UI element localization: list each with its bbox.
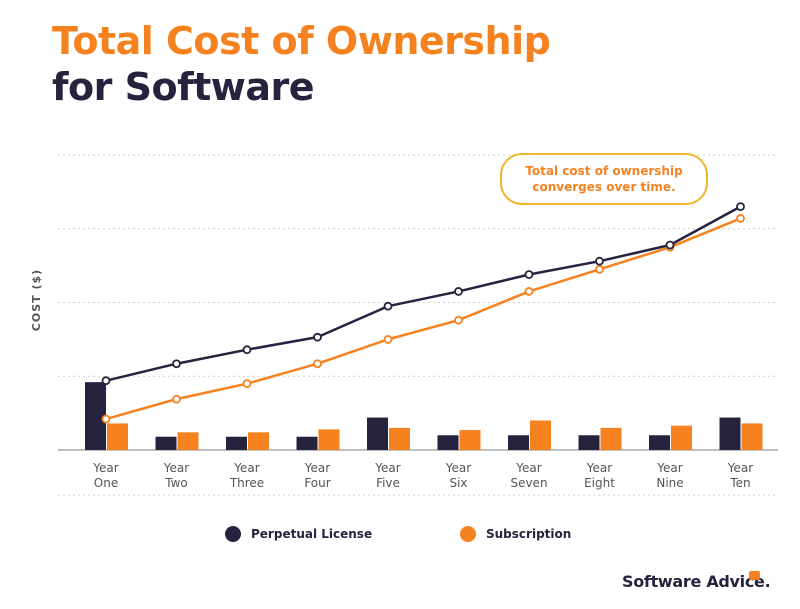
- x-tick-label-line: One: [94, 476, 118, 490]
- line-group: [101, 202, 745, 424]
- point-perpetual-10: [736, 202, 745, 212]
- x-tick-label-line: Year: [445, 461, 471, 475]
- x-tick-label-line: Year: [586, 461, 612, 475]
- bar-subscription-1: [107, 423, 128, 450]
- bar-perpetual-8: [578, 435, 600, 450]
- x-tick-label-line: Three: [229, 476, 264, 490]
- x-tick-label-line: Five: [376, 476, 400, 490]
- chart-title-line1: Total Cost of Ownership: [52, 19, 551, 63]
- bar-perpetual-3: [226, 436, 247, 450]
- bar-perpetual-6: [437, 435, 459, 450]
- bar-perpetual-1: [85, 382, 106, 450]
- bar-perpetual-7: [508, 435, 529, 450]
- legend-item-subscription: Subscription: [460, 526, 571, 542]
- x-tick-label-line: Seven: [510, 476, 547, 490]
- point-perpetual-9: [665, 240, 675, 250]
- x-tick-label-line: Year: [515, 461, 541, 475]
- point-subscription-2: [172, 394, 181, 404]
- point-subscription-1: [101, 414, 111, 424]
- point-perpetual-1: [101, 376, 111, 386]
- line-subscription: [105, 217, 741, 421]
- point-perpetual-5: [383, 301, 393, 311]
- x-tick-label-line: Two: [164, 476, 188, 490]
- bar-perpetual-5: [367, 417, 388, 450]
- x-tick-label-line: Year: [92, 461, 118, 475]
- bar-perpetual-10: [719, 417, 741, 450]
- x-tick-label-line: Four: [304, 476, 330, 490]
- legend-label-subscription: Subscription: [486, 527, 572, 541]
- x-tick-label-4: Year Four: [304, 461, 331, 490]
- x-tick-label-10: Year Ten: [727, 461, 753, 490]
- bar-subscription-6: [459, 430, 481, 450]
- annotation-callout: Total cost of ownership converges over t…: [500, 153, 708, 205]
- bar-subscription-8: [600, 427, 622, 450]
- point-subscription-7: [524, 287, 534, 296]
- bar-subscription-5: [389, 427, 410, 450]
- x-tick-label-5: Year Five: [374, 461, 400, 490]
- bar-subscription-10: [741, 423, 763, 450]
- point-perpetual-7: [524, 270, 534, 279]
- x-tick-label-6: Year Six: [445, 461, 471, 490]
- bar-subscription-3: [248, 432, 269, 450]
- brand-logo-mark: [749, 571, 760, 580]
- x-tick-label-8: Year Eight: [584, 461, 615, 490]
- point-perpetual-4: [313, 332, 322, 342]
- point-subscription-5: [383, 334, 393, 344]
- point-subscription-10: [736, 214, 745, 223]
- brand-logo-text: Software Advice.: [622, 572, 771, 591]
- bar-subscription-9: [671, 425, 692, 450]
- annotation-line2: converges over time.: [532, 180, 676, 194]
- x-tick-label-line: Six: [449, 476, 467, 490]
- x-tick-label-line: Year: [656, 461, 682, 475]
- x-tick-label-7: Year Seven: [510, 461, 547, 490]
- point-perpetual-3: [242, 345, 252, 355]
- point-subscription-6: [454, 315, 463, 325]
- x-tick-label-line: Year: [233, 461, 259, 475]
- x-tick-label-line: Year: [304, 461, 330, 475]
- bar-perpetual-2: [155, 436, 177, 450]
- x-tick-label-line: Ten: [729, 476, 750, 490]
- legend-label-perpetual: Perpetual License: [251, 527, 373, 541]
- x-tick-label-9: Year Nine: [656, 461, 683, 490]
- legend-item-perpetual: Perpetual License: [225, 526, 372, 542]
- point-subscription-8: [595, 264, 604, 274]
- x-tick-label-1: Year One: [92, 461, 118, 490]
- point-perpetual-6: [454, 287, 463, 296]
- line-perpetual: [105, 205, 742, 382]
- x-tick-label-3: Year Three: [229, 461, 264, 490]
- legend-swatch-perpetual: [225, 526, 241, 542]
- bar-subscription-7: [530, 420, 551, 450]
- x-tick-label-line: Year: [727, 461, 753, 475]
- point-perpetual-8: [595, 256, 604, 266]
- x-tick-label-line: Nine: [656, 476, 683, 490]
- x-tick-label-line: Year: [374, 461, 400, 475]
- x-tick-label-line: Year: [163, 461, 189, 475]
- point-perpetual-2: [172, 359, 181, 369]
- bar-group: [85, 382, 763, 450]
- point-subscription-3: [242, 379, 252, 389]
- legend-swatch-subscription: [460, 526, 476, 542]
- annotation-line1: Total cost of ownership: [525, 163, 683, 178]
- x-tick-label-2: Year Two: [163, 461, 189, 490]
- bar-subscription-2: [177, 432, 199, 450]
- x-tick-label-line: Eight: [584, 476, 615, 490]
- chart-title-line2: for Software: [52, 65, 315, 109]
- bar-perpetual-9: [649, 435, 670, 450]
- bar-perpetual-4: [296, 436, 318, 450]
- point-subscription-4: [313, 359, 322, 369]
- bar-subscription-4: [318, 429, 340, 450]
- y-axis-label: COST ($): [30, 269, 43, 331]
